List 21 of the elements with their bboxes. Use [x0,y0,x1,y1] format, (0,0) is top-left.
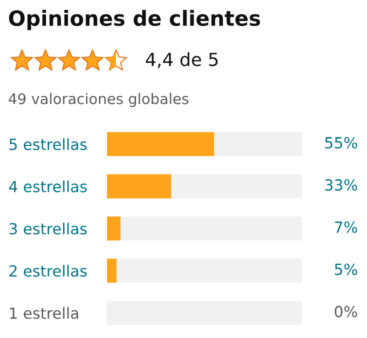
bar [107,216,121,241]
y-tick-label: 3 estrellas [10,222,87,235]
bar [107,174,172,198]
data-label: 7% [335,221,358,233]
bar [214,132,302,156]
text: 49 valoraciones globales [8,92,188,108]
y-tick-label: 2 estrellas [10,264,87,277]
chart-title: Opiniones de clientes [9,10,260,30]
chart-subtitle: 4,4 de 5 [146,52,218,68]
data-label: 55% [325,136,358,149]
y-tick-label: 5 estrellas [10,138,87,150]
bar [107,132,214,156]
data-label: 0% [334,306,358,318]
data-label: 5% [334,264,358,276]
data-label: 33% [325,179,358,191]
bar [116,258,302,283]
y-tick-label: 1 estrella [10,307,78,319]
bar [107,258,117,283]
y-tick-label: 4 estrellas [9,180,87,192]
bar [171,174,302,198]
bar [120,216,302,241]
